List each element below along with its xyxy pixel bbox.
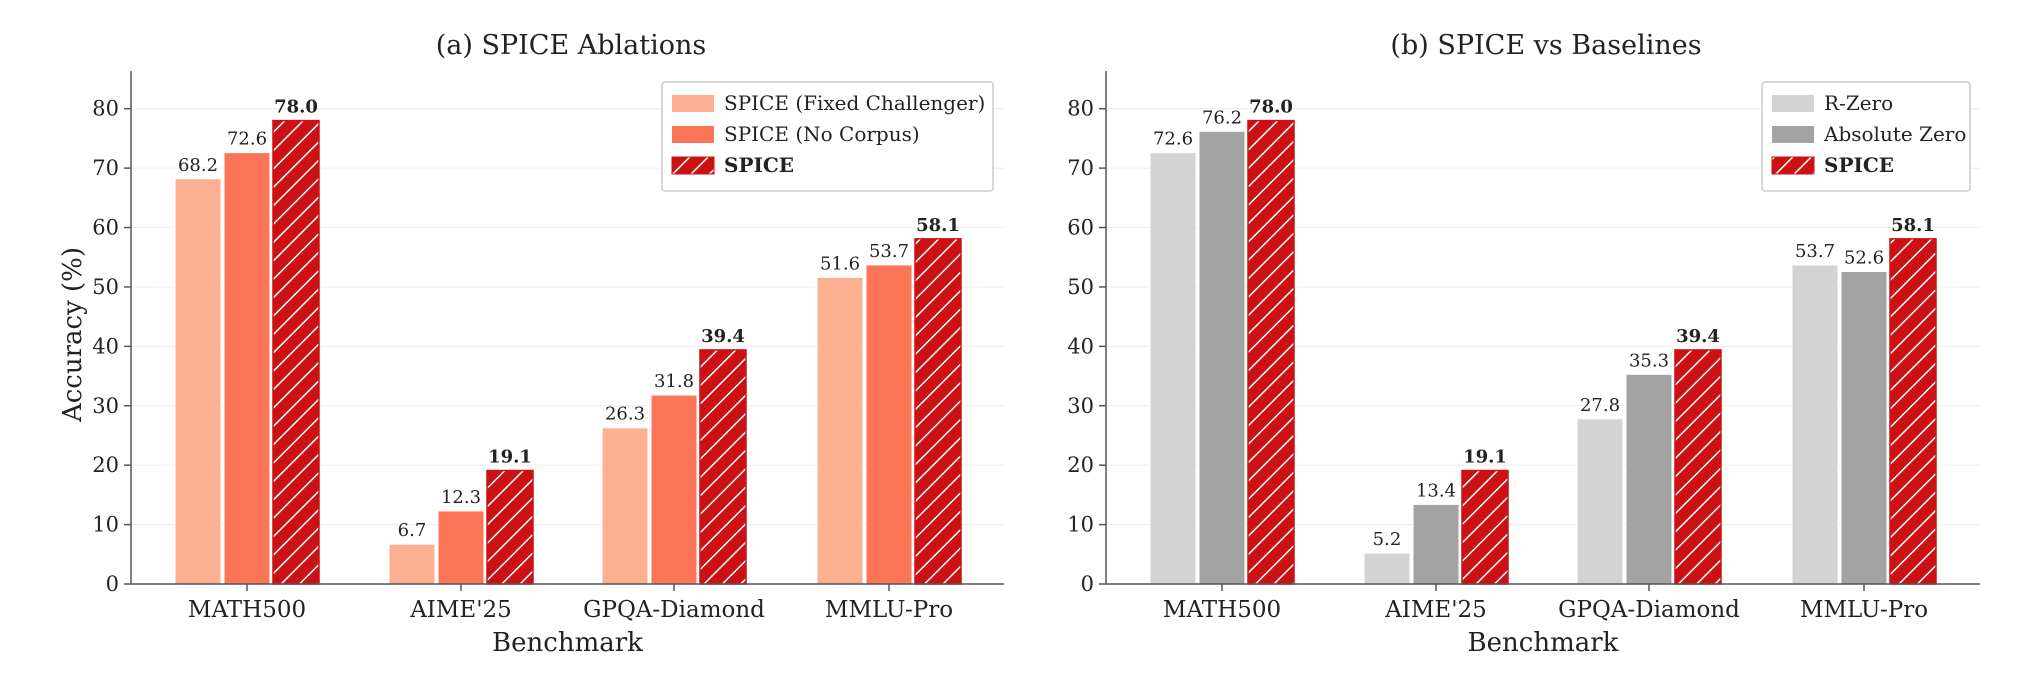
p1-legend-swatch-1 (1772, 126, 1814, 143)
p0-ytick-label-40: 40 (92, 334, 119, 358)
p0-legend-swatch-2 (671, 156, 715, 175)
p0-ytick-label-80: 80 (92, 97, 119, 121)
p1-chart-title: (b) SPICE vs Baselines (1390, 30, 1701, 61)
p0-data-label-2-2: 39.4 (701, 326, 745, 347)
p1-bar-1-0 (1198, 130, 1246, 585)
p1-bar-2-0 (1247, 119, 1295, 585)
p1-ytick-label-0: 0 (1081, 572, 1094, 596)
p0-data-label-0-2: 26.3 (605, 404, 645, 425)
p1-legend: R-Zero Absolute Zero SPICE (1761, 81, 1971, 192)
p0-x-axis-label: Benchmark (492, 628, 643, 658)
p0-legend-swatch-1 (672, 126, 714, 143)
p1-bar-1-1 (1412, 503, 1460, 585)
p1-data-label-2-1: 19.1 (1463, 447, 1507, 468)
p1-bar-0-1 (1363, 552, 1411, 585)
p0-legend-label-0: SPICE (Fixed Challenger) (724, 91, 985, 115)
p0-ytick-label-30: 30 (92, 394, 119, 418)
p1-legend-swatch-2 (1771, 156, 1815, 175)
p1-category-label-3: MMLU-Pro (1800, 597, 1928, 623)
p1-bar-0-3 (1791, 264, 1839, 585)
p0-data-label-0-0: 68.2 (178, 155, 218, 176)
p1-ytick-label-40: 40 (1067, 334, 1094, 358)
p1-data-label-1-0: 76.2 (1202, 107, 1242, 128)
p1-data-label-0-3: 53.7 (1795, 241, 1835, 262)
panel-b-spice-vs-baselines: 0 10 20 30 40 50 60 70 80 72.6 5.2 27.8 53.7 76.2 13.4… (1067, 30, 1980, 658)
p1-legend-label-2: SPICE (1824, 153, 1894, 177)
p1-data-label-0-2: 27.8 (1580, 395, 1620, 416)
p1-ytick-label-30: 30 (1067, 394, 1094, 418)
p1-data-label-2-0: 78.0 (1249, 97, 1293, 118)
p1-category-label-1: AIME'25 (1384, 597, 1487, 623)
p0-data-label-1-3: 53.7 (869, 241, 909, 262)
p1-bar-2-2 (1674, 349, 1722, 585)
p1-ytick-label-10: 10 (1067, 513, 1094, 537)
p0-bar-0-2 (601, 427, 649, 585)
p0-bar-1-1 (437, 510, 485, 585)
p0-data-label-2-1: 19.1 (488, 447, 532, 468)
p0-data-label-1-2: 31.8 (654, 371, 694, 392)
p0-legend-swatch-0 (672, 95, 714, 112)
p1-data-label-1-2: 35.3 (1629, 350, 1669, 371)
p0-bar-2-0 (272, 119, 320, 585)
p0-ytick-label-0: 0 (106, 572, 119, 596)
p1-ytick-label-20: 20 (1067, 453, 1094, 477)
p1-data-label-1-3: 52.6 (1844, 247, 1884, 268)
p1-data-label-1-1: 13.4 (1416, 480, 1456, 501)
p1-ytick-label-50: 50 (1067, 275, 1094, 299)
p0-data-label-0-1: 6.7 (398, 520, 427, 541)
p0-category-label-3: MMLU-Pro (825, 597, 953, 623)
p0-ytick-label-50: 50 (92, 275, 119, 299)
p1-x-axis-label: Benchmark (1468, 628, 1619, 658)
p1-data-label-0-1: 5.2 (1373, 529, 1402, 550)
p1-legend-swatch-0 (1772, 95, 1814, 112)
p0-data-label-0-3: 51.6 (820, 253, 860, 274)
p1-category-label-2: GPQA-Diamond (1558, 597, 1740, 623)
p0-bar-0-0 (174, 178, 222, 585)
p0-bar-1-2 (650, 394, 698, 585)
p1-category-label-0: MATH500 (1163, 597, 1281, 623)
p1-bar-0-2 (1576, 418, 1624, 585)
p0-ytick-label-20: 20 (92, 453, 119, 477)
p1-ytick-label-80: 80 (1067, 97, 1094, 121)
p0-bar-2-1 (486, 469, 534, 585)
p0-category-label-0: MATH500 (188, 597, 306, 623)
p0-bar-1-0 (223, 152, 271, 585)
p0-legend: SPICE (Fixed Challenger) SPICE (No Corpus… (661, 81, 994, 192)
p0-data-label-2-3: 58.1 (916, 215, 960, 236)
p1-legend-label-0: R-Zero (1824, 91, 1893, 115)
p0-bar-0-3 (816, 276, 864, 585)
p0-legend-label-2: SPICE (724, 153, 794, 177)
p0-y-axis-label: Accuracy (%) (58, 247, 88, 423)
p0-bar-2-3 (914, 238, 962, 585)
p1-bar-1-2 (1625, 373, 1673, 585)
p0-bar-1-3 (865, 264, 913, 585)
p0-ytick-label-10: 10 (92, 513, 119, 537)
p1-bar-2-1 (1461, 469, 1509, 585)
p1-bar-0-0 (1149, 152, 1197, 585)
p1-data-label-2-3: 58.1 (1891, 215, 1935, 236)
p0-category-label-2: GPQA-Diamond (583, 597, 765, 623)
p0-legend-box (661, 81, 994, 192)
p0-category-label-1: AIME'25 (409, 597, 512, 623)
p0-data-label-1-0: 72.6 (227, 129, 267, 150)
p0-bar-0-1 (388, 543, 436, 585)
p0-chart-title: (a) SPICE Ablations (436, 30, 707, 61)
p0-ytick-label-70: 70 (92, 156, 119, 180)
p1-ytick-label-60: 60 (1067, 216, 1094, 240)
p1-bar-1-3 (1840, 270, 1888, 585)
p0-bar-2-2 (699, 349, 747, 585)
p1-ytick-label-70: 70 (1067, 156, 1094, 180)
p1-data-label-2-2: 39.4 (1676, 326, 1720, 347)
p1-legend-label-1: Absolute Zero (1823, 122, 1966, 146)
p1-bar-2-3 (1889, 238, 1937, 585)
panel-a-spice-ablations: 0 10 20 30 40 50 60 70 80 68.2 6.7 26.3 51.6 72.6 12.3… (58, 30, 1004, 658)
p0-ytick-label-60: 60 (92, 216, 119, 240)
p0-legend-label-1: SPICE (No Corpus) (724, 122, 920, 146)
p0-data-label-1-1: 12.3 (441, 487, 481, 508)
p1-data-label-0-0: 72.6 (1153, 129, 1193, 150)
p0-data-label-2-0: 78.0 (274, 97, 318, 118)
